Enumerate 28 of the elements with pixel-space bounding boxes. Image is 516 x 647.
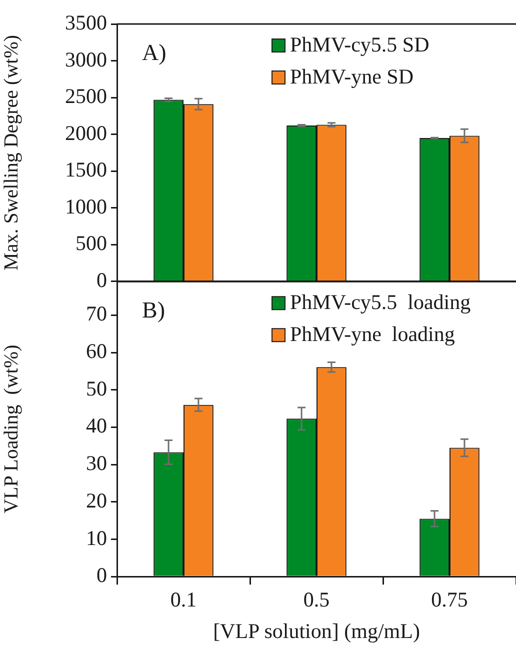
y-tick-label: 2000 bbox=[65, 120, 107, 145]
y-tick-label: 2500 bbox=[65, 84, 107, 108]
legend-label: PhMV-cy5.5 SD bbox=[290, 32, 430, 57]
legend-label: PhMV-yne SD bbox=[290, 64, 414, 89]
y-tick-label: 0 bbox=[96, 268, 107, 292]
y-tick-label: 3000 bbox=[65, 47, 107, 72]
y-tick-label: 20 bbox=[86, 488, 107, 512]
annotation: A) bbox=[142, 40, 166, 65]
y-tick-label: 50 bbox=[86, 376, 107, 400]
y-tick-label: 0 bbox=[96, 563, 107, 588]
y-tick-label: 60 bbox=[86, 339, 107, 364]
x-tick-label: 0.1 bbox=[170, 588, 197, 612]
y-axis-title: Max. Swelling Degree (wt%) bbox=[0, 34, 22, 270]
y-axis-title: VLP Loading (wt%) bbox=[0, 344, 22, 514]
y-tick-label: 1500 bbox=[65, 158, 107, 182]
annotation: B) bbox=[142, 298, 165, 323]
x-tick-label: 0.75 bbox=[431, 588, 468, 612]
y-tick-label: 40 bbox=[86, 414, 107, 438]
legend-label: PhMV-yne loading bbox=[290, 322, 456, 346]
y-tick-label: 500 bbox=[76, 231, 107, 256]
x-axis-title: [VLP solution] (mg/mL) bbox=[213, 618, 420, 643]
y-tick-label: 10 bbox=[86, 526, 107, 550]
y-tick-label: 70 bbox=[86, 302, 107, 326]
y-tick-label: 30 bbox=[86, 451, 107, 476]
y-tick-label: 1000 bbox=[65, 194, 107, 218]
x-tick-label: 0.5 bbox=[303, 588, 330, 612]
y-tick-label: 3500 bbox=[65, 10, 107, 35]
legend-label: PhMV-cy5.5 loading bbox=[290, 290, 472, 314]
